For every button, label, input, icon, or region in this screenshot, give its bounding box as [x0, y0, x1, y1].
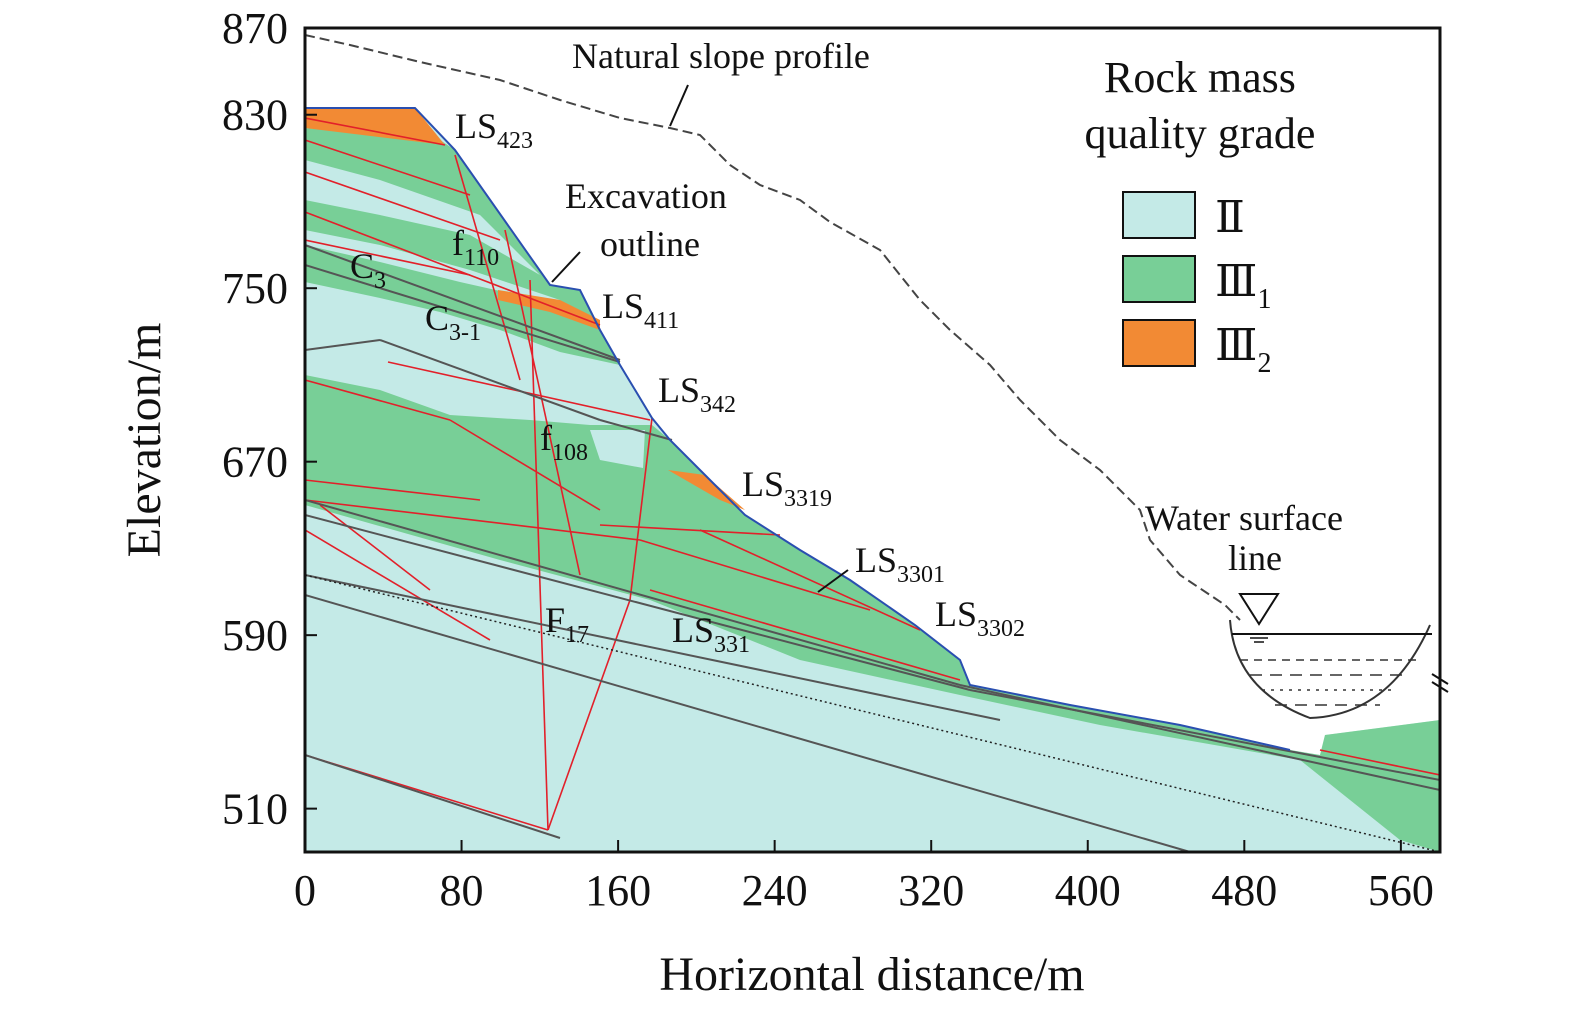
- x-tick-label: 0: [294, 866, 316, 915]
- natural-slope-profile-line: [304, 34, 1241, 621]
- fault-line: [305, 139, 471, 196]
- structure-label-c3-1: C3-1: [425, 298, 481, 346]
- legend-title-line1: Rock mass: [1104, 53, 1296, 102]
- fault-line: [629, 417, 653, 601]
- zone-grade-iii2-ls411: [498, 290, 600, 330]
- excavation-label-line1: Excavation: [565, 176, 727, 216]
- bedding-line: [599, 419, 673, 441]
- x-tick-label: 480: [1211, 866, 1277, 915]
- fault-line: [649, 589, 961, 681]
- fault-line: [639, 539, 871, 611]
- zone-grade-ii-lens: [590, 430, 645, 468]
- zone-grade-iii2-crest: [305, 108, 445, 145]
- fault-line: [305, 379, 451, 421]
- legend-swatch: [1122, 255, 1196, 303]
- fault-line: [599, 524, 781, 536]
- structure-label-ls342: LS342: [658, 370, 736, 418]
- x-tick-label: 400: [1055, 866, 1121, 915]
- fault-line: [305, 479, 481, 501]
- x-tick-label: 320: [898, 866, 964, 915]
- structure-label-ls3302: LS3302: [935, 594, 1025, 642]
- structure-label-ls411: LS411: [602, 286, 679, 334]
- fault-line: [305, 211, 601, 326]
- fault-line: [449, 419, 601, 511]
- structure-label-ls331: LS331: [672, 610, 750, 658]
- fault-line: [504, 229, 581, 576]
- y-tick-label: 870: [222, 4, 288, 53]
- fault-line: [547, 599, 631, 831]
- y-axis-ticks: 870 830 750 670 590 510: [222, 4, 317, 834]
- natural-slope-label: Natural slope profile: [572, 36, 870, 76]
- x-tick-label: 160: [585, 866, 651, 915]
- fault-line: [305, 171, 501, 241]
- structure-label-ls423: LS423: [455, 106, 533, 154]
- fault-line: [305, 529, 491, 641]
- water-level-triangle-icon: [1238, 593, 1280, 626]
- structure-label-ls3319: LS3319: [742, 464, 832, 512]
- fault-line: [305, 117, 446, 146]
- fault-line: [699, 529, 921, 631]
- water-label-line1: Water surface: [1145, 498, 1343, 538]
- zone-grade-ii: [305, 108, 1440, 852]
- legend-label: Ⅱ: [1215, 193, 1245, 242]
- x-tick-label: 240: [742, 866, 808, 915]
- fault-line: [305, 499, 641, 541]
- bedding-line: [969, 689, 1440, 781]
- ls3301-leader: [817, 569, 849, 593]
- legend-label: Ⅲ1: [1215, 257, 1271, 315]
- river-channel: [1229, 593, 1432, 720]
- excavation-label-line2: outline: [600, 224, 700, 264]
- bedding-line: [305, 339, 381, 351]
- bedding-line: [305, 244, 621, 361]
- legend-title-line2: quality grade: [1085, 109, 1316, 158]
- excavation-outline-line: [305, 107, 1291, 751]
- x-tick-label: 80: [440, 866, 484, 915]
- x-axis-ticks: 0 80 160 240 320 400 480 560: [294, 840, 1434, 915]
- excavation-leader: [551, 251, 581, 283]
- fault-line: [454, 154, 521, 381]
- plot-frame: [303, 26, 1442, 854]
- y-tick-label: 510: [222, 785, 288, 834]
- x-axis-title: Horizontal distance/m: [659, 948, 1084, 1001]
- zone-grade-iii2-ls3319: [668, 470, 745, 510]
- structural-lines: [305, 117, 1440, 852]
- y-tick-label: 590: [222, 611, 288, 660]
- structure-label-f108: f108: [540, 418, 588, 466]
- water-label-line2: line: [1228, 538, 1282, 578]
- structure-label-ls3301: LS3301: [855, 540, 945, 588]
- legend-label: Ⅲ2: [1215, 321, 1271, 379]
- y-tick-label: 830: [222, 91, 288, 140]
- fault-line: [1319, 749, 1440, 776]
- natural-slope-leader: [669, 84, 689, 127]
- fault-line: [305, 239, 471, 276]
- y-tick-label: 670: [222, 438, 288, 487]
- structure-label-f17: F17: [545, 600, 589, 648]
- y-axis-title: Elevation/m: [118, 323, 171, 558]
- bedding-line: [305, 574, 1001, 721]
- bedding-line: [305, 499, 961, 686]
- bedding-line: [305, 594, 1191, 852]
- structure-label-c3: C3: [350, 246, 386, 294]
- legend-swatch: [1122, 191, 1196, 239]
- y-tick-label: 750: [222, 264, 288, 313]
- rock-mass-zones: [305, 108, 1440, 852]
- zone-grade-iii1-middle: [305, 375, 1440, 852]
- bedding-line: [379, 339, 601, 421]
- structure-labels: LS423 f110 C3 C3-1 LS411 LS342 f108 LS3319 LS330…: [350, 106, 1025, 658]
- x-tick-label: 560: [1368, 866, 1434, 915]
- fault-line: [529, 279, 549, 831]
- bedding-line: [305, 264, 621, 363]
- structure-label-f110: f110: [452, 223, 499, 271]
- bedding-line: [305, 754, 561, 839]
- legend: Rock mass quality grade Ⅱ Ⅲ1 Ⅲ2: [1085, 53, 1316, 379]
- legend-swatch: [1122, 319, 1196, 367]
- fault-line: [319, 504, 431, 591]
- bedding-line: [305, 514, 971, 691]
